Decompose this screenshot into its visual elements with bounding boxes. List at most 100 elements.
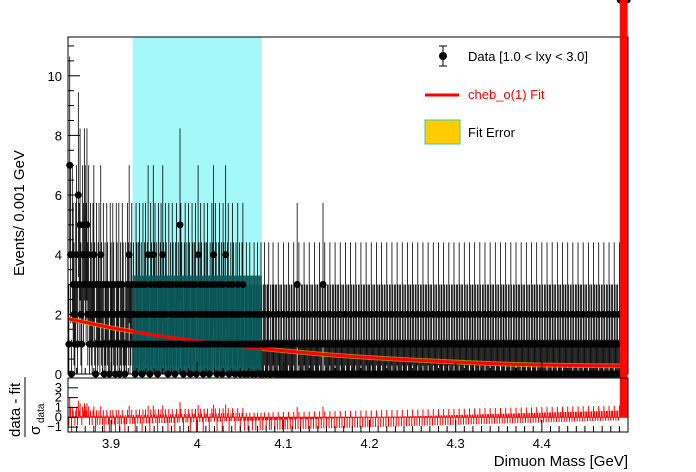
data-point xyxy=(496,310,504,318)
legend-fit-error-swatch xyxy=(424,119,461,145)
data-point xyxy=(440,310,448,318)
x-tick-label: 4.4 xyxy=(533,436,551,451)
main-x-axis-ticks xyxy=(67,362,629,374)
data-point xyxy=(336,310,344,318)
data-point xyxy=(316,310,324,318)
legend-label-fit-error: Fit Error xyxy=(468,125,516,140)
data-point xyxy=(85,251,93,259)
data-point xyxy=(600,310,608,318)
data-point xyxy=(310,310,318,318)
data-point xyxy=(528,310,536,318)
data-point xyxy=(512,310,520,318)
x-tick-label: 3.9 xyxy=(102,436,120,451)
data-point xyxy=(88,340,96,348)
signal-region-shading xyxy=(132,275,262,374)
y-tick-label: 2 xyxy=(55,307,62,322)
pull-y-tick-label: −1 xyxy=(47,419,62,434)
data-point xyxy=(398,310,406,318)
data-point xyxy=(383,310,391,318)
data-point xyxy=(471,310,479,318)
main-plot-frame xyxy=(67,36,629,375)
data-point xyxy=(491,310,499,318)
legend-label-data: Data [1.0 < lxy < 3.0] xyxy=(468,49,588,64)
data-point xyxy=(372,310,380,318)
legend-data-marker xyxy=(439,45,447,67)
data-point xyxy=(210,251,218,259)
x-tick-label: 4.3 xyxy=(447,436,465,451)
data-point xyxy=(465,310,473,318)
y-tick-label: 8 xyxy=(55,128,62,143)
data-point xyxy=(522,310,530,318)
pull-y-title-sub: data xyxy=(36,403,47,423)
data-point xyxy=(434,310,442,318)
x-tick-label: 4.2 xyxy=(360,436,378,451)
data-point xyxy=(159,251,167,259)
data-point xyxy=(429,310,437,318)
data-point xyxy=(192,281,200,289)
data-point xyxy=(574,310,582,318)
data-point xyxy=(595,310,603,318)
data-point xyxy=(455,310,463,318)
data-point xyxy=(331,310,339,318)
data-point xyxy=(357,310,365,318)
x-axis: 3.9 4 4.1 4.2 4.3 4.4 xyxy=(67,420,629,451)
data-point xyxy=(149,251,157,259)
data-point xyxy=(222,251,230,259)
data-point xyxy=(409,310,417,318)
data-point xyxy=(321,310,329,318)
pull-y-tick-label: 1 xyxy=(55,399,62,414)
data-point xyxy=(362,310,370,318)
data-point xyxy=(610,310,618,318)
main-y-axis: 0 2 4 6 8 10 xyxy=(48,45,80,382)
data-point xyxy=(78,340,86,348)
data-point xyxy=(77,310,85,318)
pull-y-title-numerator: data - fit xyxy=(7,382,24,437)
data-point xyxy=(293,281,301,289)
y-axis-title: Events/ 0.001 GeV xyxy=(11,150,28,276)
data-point xyxy=(285,310,293,318)
data-point xyxy=(352,310,360,318)
data-point xyxy=(83,221,91,229)
data-point xyxy=(176,221,184,229)
y-tick-label: 0 xyxy=(55,367,62,382)
data-point xyxy=(543,310,551,318)
data-point xyxy=(590,310,598,318)
data-point xyxy=(367,310,375,318)
pull-y-title-sigma: σ xyxy=(27,425,44,435)
data-point xyxy=(450,310,458,318)
data-point xyxy=(424,310,432,318)
y-tick-label: 4 xyxy=(55,248,62,263)
pull-bars xyxy=(68,0,628,432)
data-point xyxy=(486,310,494,318)
data-point xyxy=(393,310,401,318)
data-point xyxy=(142,281,150,289)
data-point xyxy=(419,310,427,318)
x-tick-label: 4.1 xyxy=(274,436,292,451)
x-tick-label: 4 xyxy=(194,436,201,451)
data-point xyxy=(564,310,572,318)
fit-curve xyxy=(67,317,629,368)
data-point xyxy=(319,281,327,289)
data-point xyxy=(326,310,334,318)
main-plot-panel: 0 2 4 6 8 10 xyxy=(48,0,631,382)
data-point xyxy=(305,310,313,318)
data-point xyxy=(445,310,453,318)
data-point xyxy=(460,310,468,318)
pull-plot-frame xyxy=(67,377,629,433)
data-point xyxy=(476,310,484,318)
data-point xyxy=(553,310,561,318)
data-point xyxy=(502,310,510,318)
y-tick-label: 10 xyxy=(48,69,62,84)
data-point xyxy=(569,310,577,318)
data-point xyxy=(295,310,303,318)
data-point xyxy=(614,340,622,348)
pull-y-tick-label: 0 xyxy=(55,409,62,424)
data-point xyxy=(341,310,349,318)
data-point xyxy=(388,310,396,318)
data-point xyxy=(229,281,237,289)
pull-y-axis-title: data - fit σ data xyxy=(7,377,47,437)
data-points xyxy=(65,0,631,378)
data-point xyxy=(378,310,386,318)
